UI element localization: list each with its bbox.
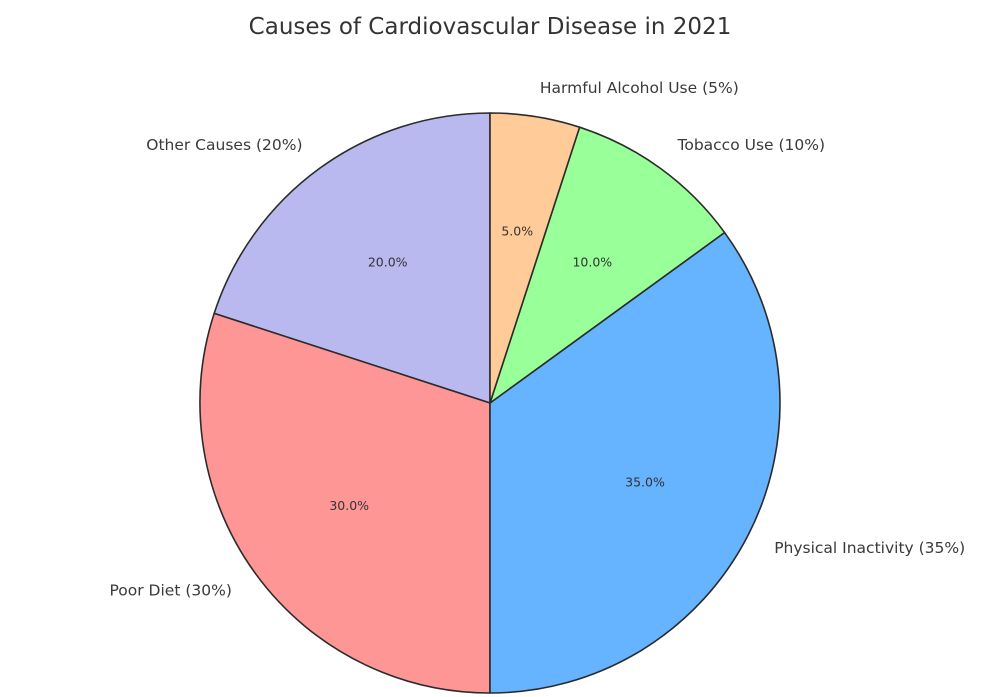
slice-labels: Other Causes (20%) Poor Diet (30%) Physica… — [110, 79, 966, 600]
slice-label-harmful-alcohol-use: Harmful Alcohol Use (5%) — [540, 79, 739, 97]
chart-title: Causes of Cardiovascular Disease in 2021 — [249, 14, 732, 40]
slice-label-other-causes: Other Causes (20%) — [146, 136, 302, 154]
pie-slice-physical-inactivity — [489, 231, 781, 694]
slice-label-tobacco-use: Tobacco Use (10%) — [677, 136, 826, 154]
percentage-labels: 20.0% 30.0% 35.0% 10.0% 5.0% — [329, 224, 665, 513]
pct-label-tobacco-use: 10.0% — [572, 255, 612, 270]
pie-slice-poor-diet — [199, 312, 491, 694]
slice-label-physical-inactivity: Physical Inactivity (35%) — [774, 539, 965, 557]
pie-slice-tobacco-use — [489, 126, 726, 404]
pie-slice-other-causes — [213, 112, 491, 404]
pct-label-poor-diet: 30.0% — [329, 498, 369, 513]
slice-label-poor-diet: Poor Diet (30%) — [110, 582, 232, 600]
pie-slices — [199, 112, 781, 694]
pie-slice-harmful-alcohol-use — [489, 112, 581, 404]
pct-label-other-causes: 20.0% — [368, 255, 408, 270]
pct-label-physical-inactivity: 35.0% — [625, 475, 665, 490]
pct-label-harmful-alcohol-use: 5.0% — [501, 224, 533, 239]
